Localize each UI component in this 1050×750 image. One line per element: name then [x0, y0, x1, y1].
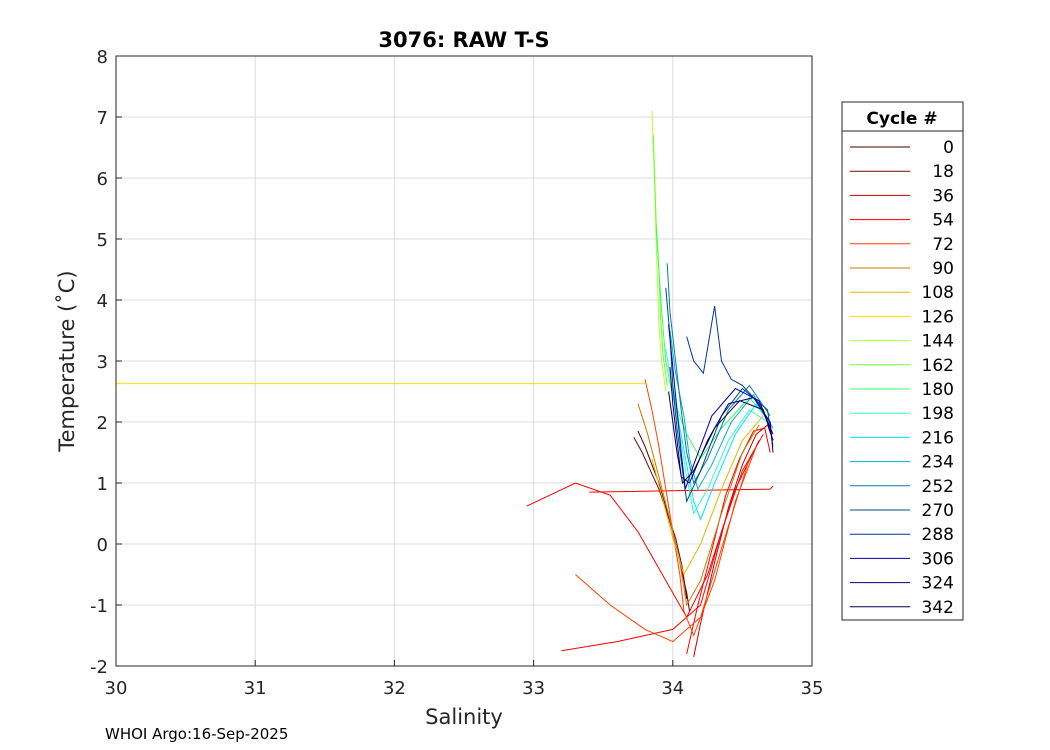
y-axis-label: Temperature (˚C): [55, 270, 79, 452]
plot-area: [116, 110, 774, 658]
x-tick-label: 32: [383, 678, 406, 699]
series-line-54c: [526, 440, 760, 619]
legend-label: 252: [922, 477, 954, 497]
legend: Cycle # 0 18 36 54 72 90 108 126 144 162 180 198 216…: [841, 101, 964, 621]
x-tick-label: 30: [105, 678, 128, 699]
x-axis: 30 31 32 33 34 35: [105, 660, 824, 699]
series-line-108: [651, 415, 764, 576]
x-tick-label: 34: [661, 678, 684, 699]
series-line-306: [668, 324, 774, 490]
x-axis-label: Salinity: [425, 705, 503, 729]
legend-label: 54: [932, 211, 954, 231]
y-tick-label: 5: [97, 230, 108, 251]
series-line-36: [693, 424, 774, 658]
series-line-180: [655, 226, 771, 460]
legend-label: 0: [943, 138, 954, 158]
series-line-252: [666, 263, 771, 485]
series-line-54b: [561, 433, 764, 652]
y-tick-label: 4: [97, 291, 108, 312]
y-tick-label: -1: [90, 596, 108, 617]
legend-label: 162: [922, 356, 954, 376]
legend-box: [841, 101, 964, 621]
legend-label: 126: [922, 307, 954, 327]
series-line-270: [665, 287, 774, 504]
legend-label: 108: [922, 283, 954, 303]
series-line-342: [668, 391, 774, 485]
series-line-54d: [589, 485, 774, 493]
legend-label: 36: [932, 186, 954, 206]
legend-label: 234: [922, 453, 954, 473]
y-tick-label: 6: [97, 169, 108, 190]
series-line-198: [665, 348, 768, 515]
x-tick-label: 35: [801, 678, 824, 699]
y-tick-label: -2: [90, 657, 108, 678]
x-tick-label: 33: [522, 678, 545, 699]
series-line-90: [637, 403, 760, 607]
legend-label: 144: [922, 332, 954, 352]
legend-label: 90: [932, 259, 954, 279]
x-tick-label: 31: [244, 678, 267, 699]
legend-label: 324: [922, 574, 954, 594]
legend-label: 18: [932, 162, 954, 182]
y-tick-label: 2: [97, 413, 108, 434]
legend-title: Cycle #: [866, 109, 937, 129]
legend-label: 216: [922, 428, 954, 448]
series-line-54: [686, 427, 771, 654]
chart-title: 3076: RAW T-S: [378, 28, 549, 52]
y-axis: -2 -1 0 1 2 3 4 5 6 7 8: [90, 47, 122, 678]
legend-label: 72: [932, 235, 954, 255]
credit-text: WHOI Argo:16-Sep-2025: [105, 725, 289, 743]
legend-label: 342: [922, 598, 954, 618]
series-line-216: [672, 385, 771, 522]
y-tick-label: 8: [97, 47, 108, 68]
legend-label: 306: [922, 549, 954, 569]
y-tick-label: 3: [97, 352, 108, 373]
y-tick-label: 0: [97, 535, 108, 556]
legend-label: 270: [922, 501, 954, 521]
series-line-72: [644, 379, 757, 637]
legend-label: 180: [922, 380, 954, 400]
legend-label: 198: [922, 404, 954, 424]
series-line-72b: [575, 458, 750, 643]
y-tick-label: 1: [97, 474, 108, 495]
series-line-234: [669, 330, 774, 491]
legend-label: 288: [922, 525, 954, 545]
y-tick-label: 7: [97, 108, 108, 129]
